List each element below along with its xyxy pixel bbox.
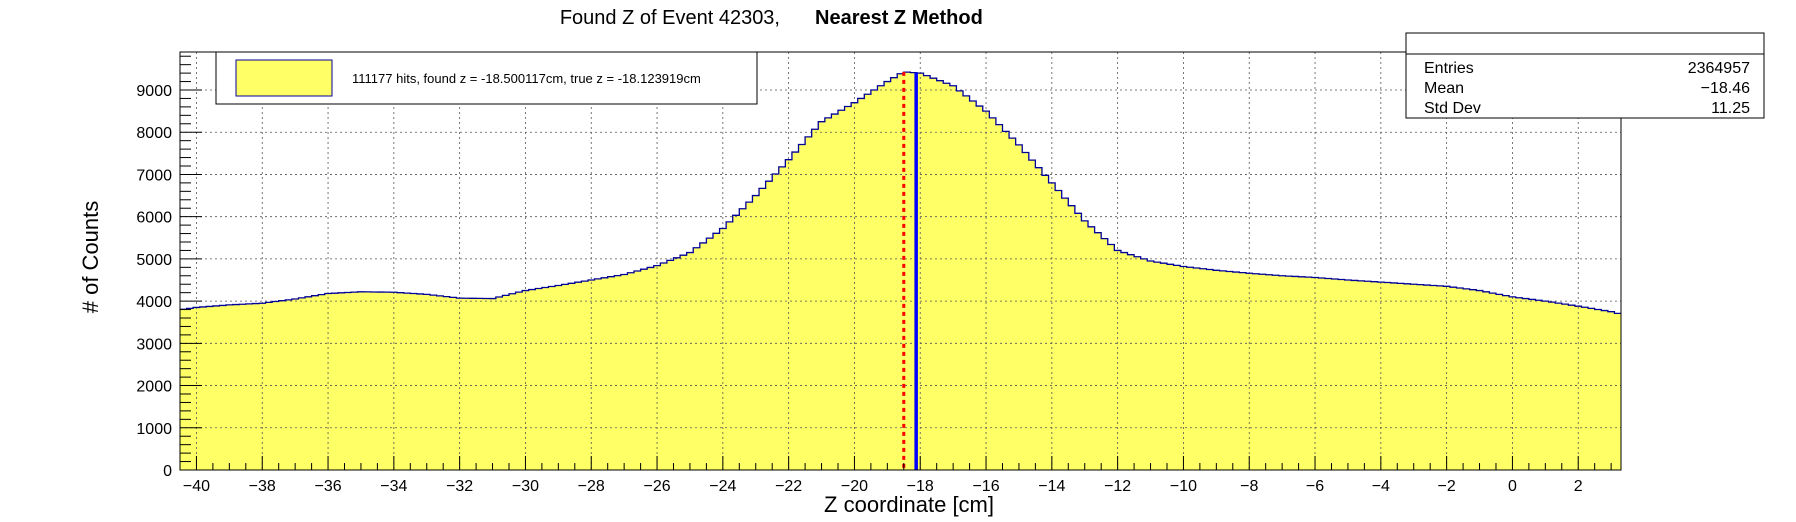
y-tick-label: 1000 [136,421,172,438]
x-tick-label: −2 [1438,478,1456,495]
x-tick-label: −10 [1170,478,1197,495]
y-tick-label: 6000 [136,210,172,227]
x-tick-label: −20 [841,478,868,495]
axis-ticks: −40 −38 −36 −34 −32 −30 −28 −26 −24 −22 −20 −18 −16−… [136,55,1612,495]
stats-mean-value: −18.46 [1701,80,1750,97]
y-tick-label: 7000 [136,167,172,184]
x-tick-label: −30 [512,478,539,495]
x-axis-label: Z coordinate [cm] [824,492,994,517]
x-tick-label: −28 [578,478,605,495]
y-tick-label: 4000 [136,294,172,311]
x-tick-label: −12 [1104,478,1131,495]
y-tick-label: 9000 [136,83,172,100]
y-tick-label: 2000 [136,379,172,396]
stats-mean-label: Mean [1424,80,1464,97]
histogram-area [180,72,1621,470]
x-tick-label: −36 [314,478,341,495]
y-tick-label: 8000 [136,125,172,142]
stats-stddev-value: 11.25 [1711,100,1750,117]
x-tick-label: 2 [1574,478,1583,495]
z-marker-lines [902,71,918,470]
grid [180,52,1621,470]
x-tick-label: −34 [380,478,407,495]
legend-swatch [235,59,333,97]
x-tick-label: −32 [446,478,473,495]
x-tick-label: −40 [183,478,210,495]
x-tick-label: −18 [907,478,934,495]
x-tick-label: −26 [643,478,670,495]
x-tick-label: −8 [1240,478,1258,495]
plot-frame [179,51,1622,471]
stats-stddev-label: Std Dev [1424,100,1481,117]
legend-entry: 111177 hits, found z = -18.500117cm, tru… [352,71,701,86]
x-tick-label: −16 [972,478,999,495]
x-tick-label: −38 [249,478,276,495]
stats-entries-label: Entries [1424,60,1474,77]
chart-title: Found Z of Event 42303, [560,7,780,29]
y-tick-label: 3000 [136,336,172,353]
stats-box: Entries 2364957 Mean −18.46 Std Dev 11.2… [1405,32,1765,119]
chart-title-method: Nearest Z Method [815,7,983,29]
y-axis-label: # of Counts [78,201,103,314]
legend: 111177 hits, found z = -18.500117cm, tru… [215,51,758,105]
y-tick-label: 0 [163,463,172,480]
x-tick-label: −24 [709,478,736,495]
x-tick-label: −14 [1038,478,1065,495]
histogram-fill [180,72,1621,470]
x-tick-label: −6 [1306,478,1324,495]
histogram-outline [180,71,1621,315]
histogram-line [180,71,1621,315]
y-tick-label: 5000 [136,252,172,269]
x-tick-label: −4 [1372,478,1390,495]
stats-entries-value: 2364957 [1688,60,1750,77]
x-tick-label: 0 [1508,478,1517,495]
x-tick-label: −22 [775,478,802,495]
